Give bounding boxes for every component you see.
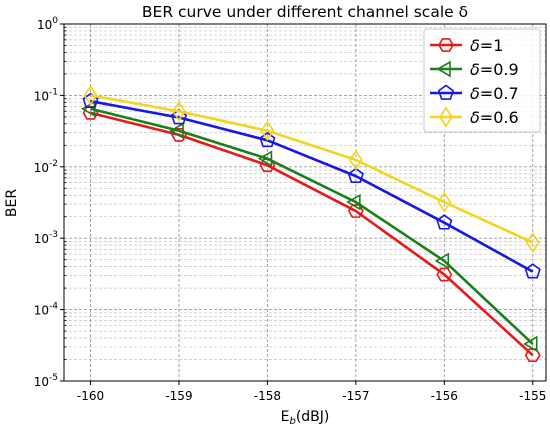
legend-label: δ=1: [470, 36, 503, 55]
series-layer: [80, 84, 541, 363]
data-point: [170, 109, 188, 125]
legend-marker: [436, 60, 451, 78]
y-tick-label: 10-3: [34, 230, 58, 246]
legend-label: δ=0.9: [470, 60, 519, 79]
data-point: [348, 149, 363, 171]
legend-box: [423, 28, 541, 133]
axis-ticks: -160 -159 -158 -157 -156 -155 10-5 10-4 10-3 10-2…: [34, 16, 547, 403]
x-axis-title-unit: (dBJ): [296, 409, 330, 425]
legend-item: δ=0.9: [430, 60, 519, 79]
x-tick-label: -159: [165, 389, 192, 403]
legend: δ=1 δ=0.9 δ=0.7 δ=0.6: [423, 28, 541, 133]
legend-marker: [439, 106, 453, 128]
y-tick-label: 100: [37, 16, 58, 32]
data-point: [523, 335, 538, 353]
x-tick-label: -158: [254, 389, 281, 403]
series-line: [90, 111, 534, 357]
data-point: [346, 193, 361, 211]
data-point: [83, 84, 98, 106]
data-point: [257, 150, 273, 167]
chart-title: BER curve under different channel scale …: [142, 3, 468, 21]
x-tick-label: -155: [519, 389, 546, 403]
legend-marker: [438, 38, 454, 52]
y-tick-label: 10-4: [34, 302, 59, 318]
series-line: [90, 94, 534, 244]
data-point: [347, 167, 364, 183]
plot-frame: [63, 23, 547, 382]
series-3: [82, 92, 541, 279]
data-point: [259, 131, 276, 148]
legend-items: δ=1 δ=0.9 δ=0.7 δ=0.6: [430, 36, 519, 128]
legend-item: δ=0.6: [430, 106, 519, 128]
data-point: [524, 263, 541, 279]
legend-item: δ=1: [430, 36, 503, 55]
series-line: [90, 107, 534, 345]
y-axis-title: BER: [4, 189, 20, 217]
series-2: [80, 100, 538, 353]
legend-marker: [437, 84, 455, 100]
series-line: [90, 99, 534, 273]
data-point: [172, 100, 186, 122]
x-axis-title-main: E: [281, 409, 290, 425]
x-tick-label: -157: [342, 389, 369, 403]
data-point: [82, 92, 99, 109]
legend-label: δ=0.7: [470, 84, 519, 103]
data-point: [436, 214, 453, 230]
legend-item: δ=0.7: [430, 84, 519, 103]
data-point: [80, 100, 96, 118]
x-axis-title-subscript: b: [289, 416, 295, 427]
y-tick-label: 10-5: [34, 373, 58, 389]
series-4: [83, 84, 540, 253]
data-point: [525, 232, 540, 253]
data-point: [169, 122, 184, 140]
x-axis-title: Eb(dBJ): [281, 409, 330, 427]
y-tick-label: 10-1: [34, 87, 58, 103]
legend-label: δ=0.6: [470, 108, 519, 127]
data-point: [437, 191, 452, 213]
data-point: [434, 252, 450, 270]
y-tick-label: 10-2: [34, 159, 58, 175]
x-tick-label: -156: [431, 389, 458, 403]
x-tick-label: -160: [77, 389, 104, 403]
data-point: [260, 120, 275, 142]
